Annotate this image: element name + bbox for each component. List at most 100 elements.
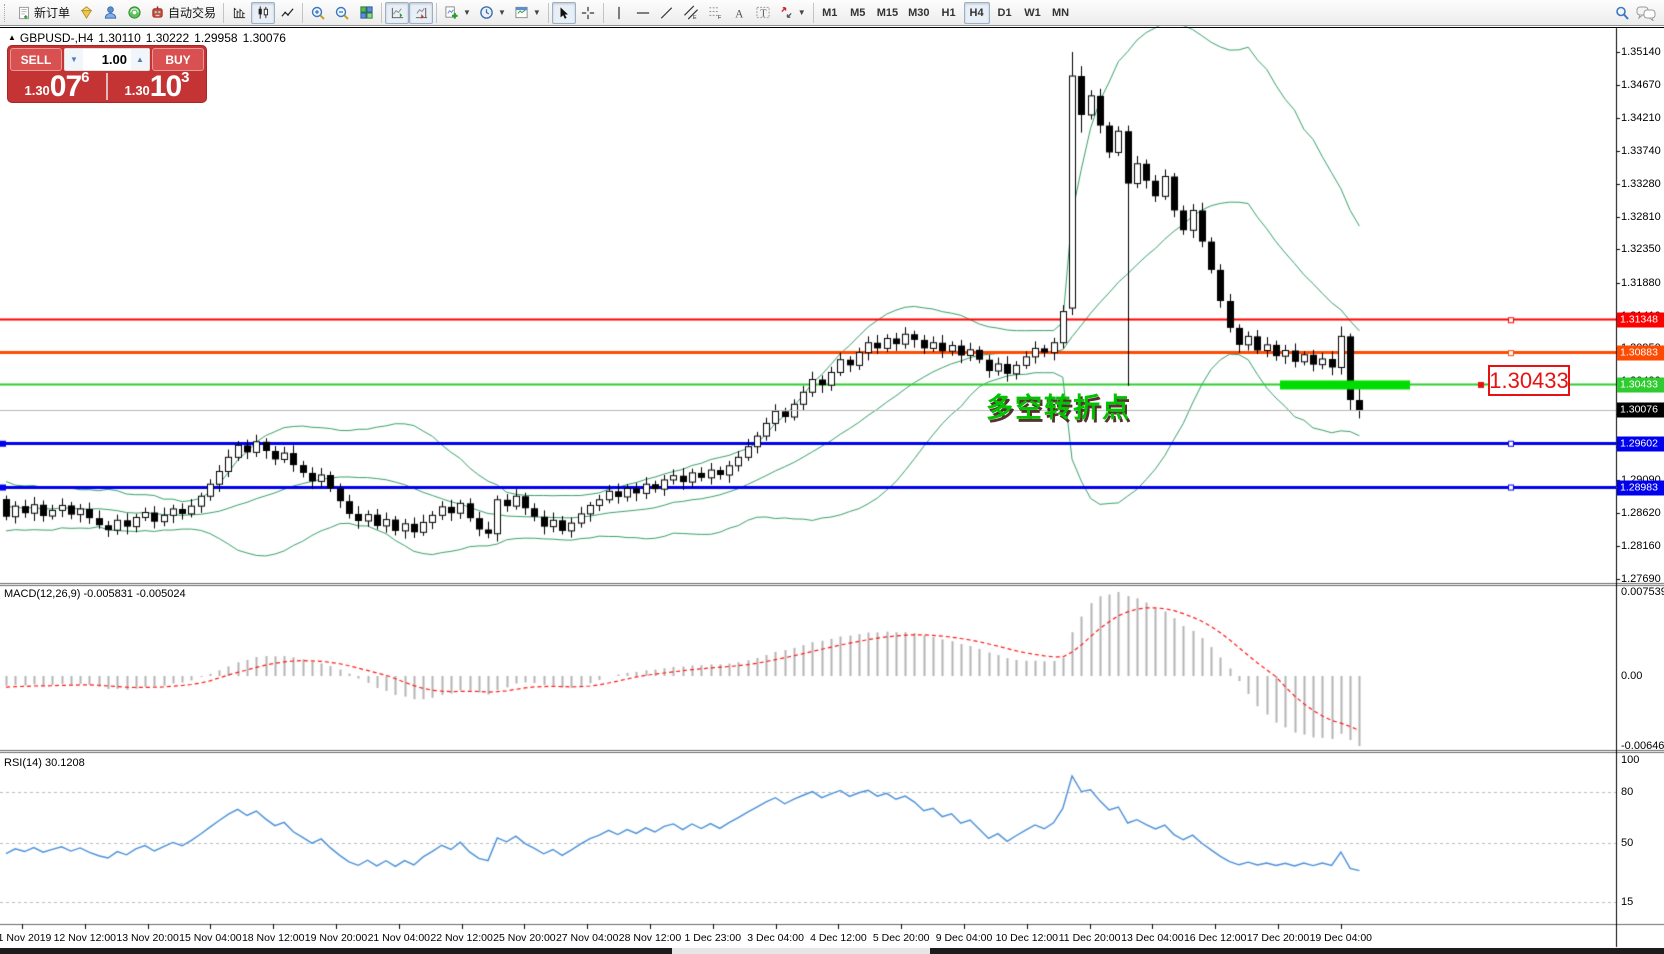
buy-button[interactable]: BUY	[152, 48, 204, 71]
date-label: 3 Dec 04:00	[747, 932, 804, 944]
timeframe-H4[interactable]: H4	[963, 1, 990, 24]
volume-input[interactable]	[83, 49, 131, 70]
buy-price-sup: 3	[181, 69, 190, 86]
ohlc-close: 1.30076	[242, 31, 286, 45]
toolbar-separator	[602, 2, 604, 23]
timeframe-H1[interactable]: H1	[941, 6, 956, 19]
text-button[interactable]: A	[727, 2, 751, 24]
fibonacci-icon: F	[707, 5, 723, 21]
text-label-icon: T	[755, 5, 771, 20]
period-button[interactable]: ▼	[475, 2, 510, 24]
main-toolbar: 新订单 自动交易 ▼ ▼ ▼ E F A T ▼ M1 M5 M15 M30 H1 H4 D…	[0, 0, 1664, 26]
bar-chart-button[interactable]	[227, 2, 251, 24]
new-order-button[interactable]: 新订单	[13, 2, 74, 24]
timeframe-M30[interactable]: M30	[908, 6, 930, 19]
volume-spinner: ▼ ▲	[64, 48, 150, 71]
candlestick-chart-icon	[256, 5, 271, 20]
tile-windows-button[interactable]	[354, 2, 378, 24]
sell-button[interactable]: SELL	[10, 48, 62, 71]
volume-decrease-button[interactable]: ▼	[65, 49, 83, 70]
macd-scale-label: 0.00	[1621, 670, 1643, 682]
text-a-icon: A	[732, 6, 746, 20]
scrollbar-thumb[interactable]	[672, 948, 930, 954]
date-label: 28 Nov 12:00	[618, 932, 682, 944]
date-label: 4 Dec 12:00	[810, 932, 867, 944]
price-tick-label: 1.34210	[1621, 111, 1661, 124]
market-watch-button[interactable]	[74, 2, 98, 24]
timeframe-W1[interactable]: W1	[1024, 6, 1041, 19]
person-icon	[103, 5, 118, 20]
horizontal-line-button[interactable]	[631, 2, 655, 24]
fibonacci-button[interactable]: F	[703, 2, 727, 24]
date-label: 19 Nov 20:00	[304, 932, 368, 944]
timeframe-MN[interactable]: MN	[1051, 6, 1070, 19]
symbol-title: ▲ GBPUSD-,H4 1.30110 1.30222 1.29958 1.30076	[8, 31, 291, 45]
chat-icon[interactable]	[1636, 5, 1656, 22]
toolbar-separator	[302, 2, 304, 23]
equidistant-channel-button[interactable]: E	[679, 2, 703, 24]
annotation-text[interactable]: 多空转折点	[986, 393, 1131, 423]
auto-scroll-button[interactable]	[385, 1, 410, 24]
auto-trading-button[interactable]: 自动交易	[146, 2, 220, 24]
search-icon[interactable]	[1614, 5, 1630, 21]
level-badge-pivot: 1.30433	[1617, 377, 1664, 393]
svg-text:T: T	[760, 8, 767, 19]
timeframe-bar: M1 M5 M15 M30 H1 H4 D1 W1 MN	[817, 1, 1074, 24]
horizontal-scrollbar[interactable]	[0, 948, 1664, 954]
price-tick-label: 1.32350	[1621, 243, 1661, 256]
symbol-name: GBPUSD-,H4	[19, 31, 94, 45]
toolbar-separator	[812, 2, 814, 23]
price-divider	[106, 73, 108, 100]
toolbar-separator	[381, 2, 383, 23]
price-tick-label: 1.33740	[1621, 145, 1661, 158]
svg-text:E: E	[693, 15, 697, 20]
cursor-button[interactable]	[551, 1, 576, 24]
vertical-line-button[interactable]	[607, 2, 631, 24]
date-label: 11 Dec 20:00	[1058, 932, 1121, 944]
auto-scroll-icon	[390, 5, 405, 20]
chart-window-border	[0, 27, 1664, 28]
line-chart-button[interactable]	[275, 2, 299, 24]
arrows-button[interactable]: ▼	[775, 2, 810, 24]
timeframe-D1[interactable]: D1	[997, 6, 1012, 19]
tile-windows-icon	[359, 5, 374, 20]
buy-price[interactable]: 1.30 10 3	[108, 69, 206, 102]
zoom-in-button[interactable]	[306, 2, 330, 24]
auto-trading-label: 自动交易	[168, 6, 217, 20]
timeframe-M15[interactable]: M15	[876, 6, 899, 19]
crosshair-button[interactable]	[576, 2, 600, 24]
text-label-button[interactable]: T	[751, 2, 775, 24]
data-window-button[interactable]	[98, 2, 122, 24]
date-label: 27 Nov 04:00	[555, 932, 619, 944]
date-label: 12 Nov 12:00	[53, 932, 117, 944]
sell-price-sup: 6	[81, 69, 90, 86]
chart-shift-icon	[414, 5, 429, 20]
add-indicator-button[interactable]: ▼	[440, 2, 475, 24]
level-badge-resistance-1: 1.31348	[1617, 312, 1664, 328]
level-badge-support-1: 1.29602	[1617, 436, 1664, 452]
timeframe-M5[interactable]: M5	[850, 6, 866, 19]
strategy-tester-button[interactable]	[122, 2, 146, 24]
timeframe-M1[interactable]: M1	[822, 6, 838, 19]
macd-label: MACD(12,26,9) -0.005831 -0.005024	[4, 588, 186, 600]
symbol-marker-icon: ▲	[8, 33, 16, 42]
date-label: 1 Dec 23:00	[684, 932, 742, 944]
volume-increase-button[interactable]: ▲	[131, 49, 149, 70]
price-tick-label: 1.28160	[1621, 539, 1661, 552]
price-callout-label[interactable]: 1.30433	[1488, 365, 1570, 396]
trendline-button[interactable]	[655, 2, 679, 24]
candlestick-chart-button[interactable]	[251, 1, 276, 24]
rsi-scale-label: 80	[1621, 786, 1634, 798]
date-label: 11 Nov 2019	[0, 932, 52, 944]
cursor-icon	[557, 6, 571, 20]
chart-shift-button[interactable]	[409, 1, 434, 24]
arrows-icon	[779, 5, 794, 20]
rsi-scale-label: 100	[1621, 754, 1640, 766]
line-chart-icon	[280, 5, 295, 20]
zoom-out-button[interactable]	[330, 2, 354, 24]
dropdown-arrow-icon: ▼	[532, 8, 541, 17]
sell-price[interactable]: 1.30 07 6	[8, 69, 106, 102]
template-button[interactable]: ▼	[510, 2, 545, 24]
